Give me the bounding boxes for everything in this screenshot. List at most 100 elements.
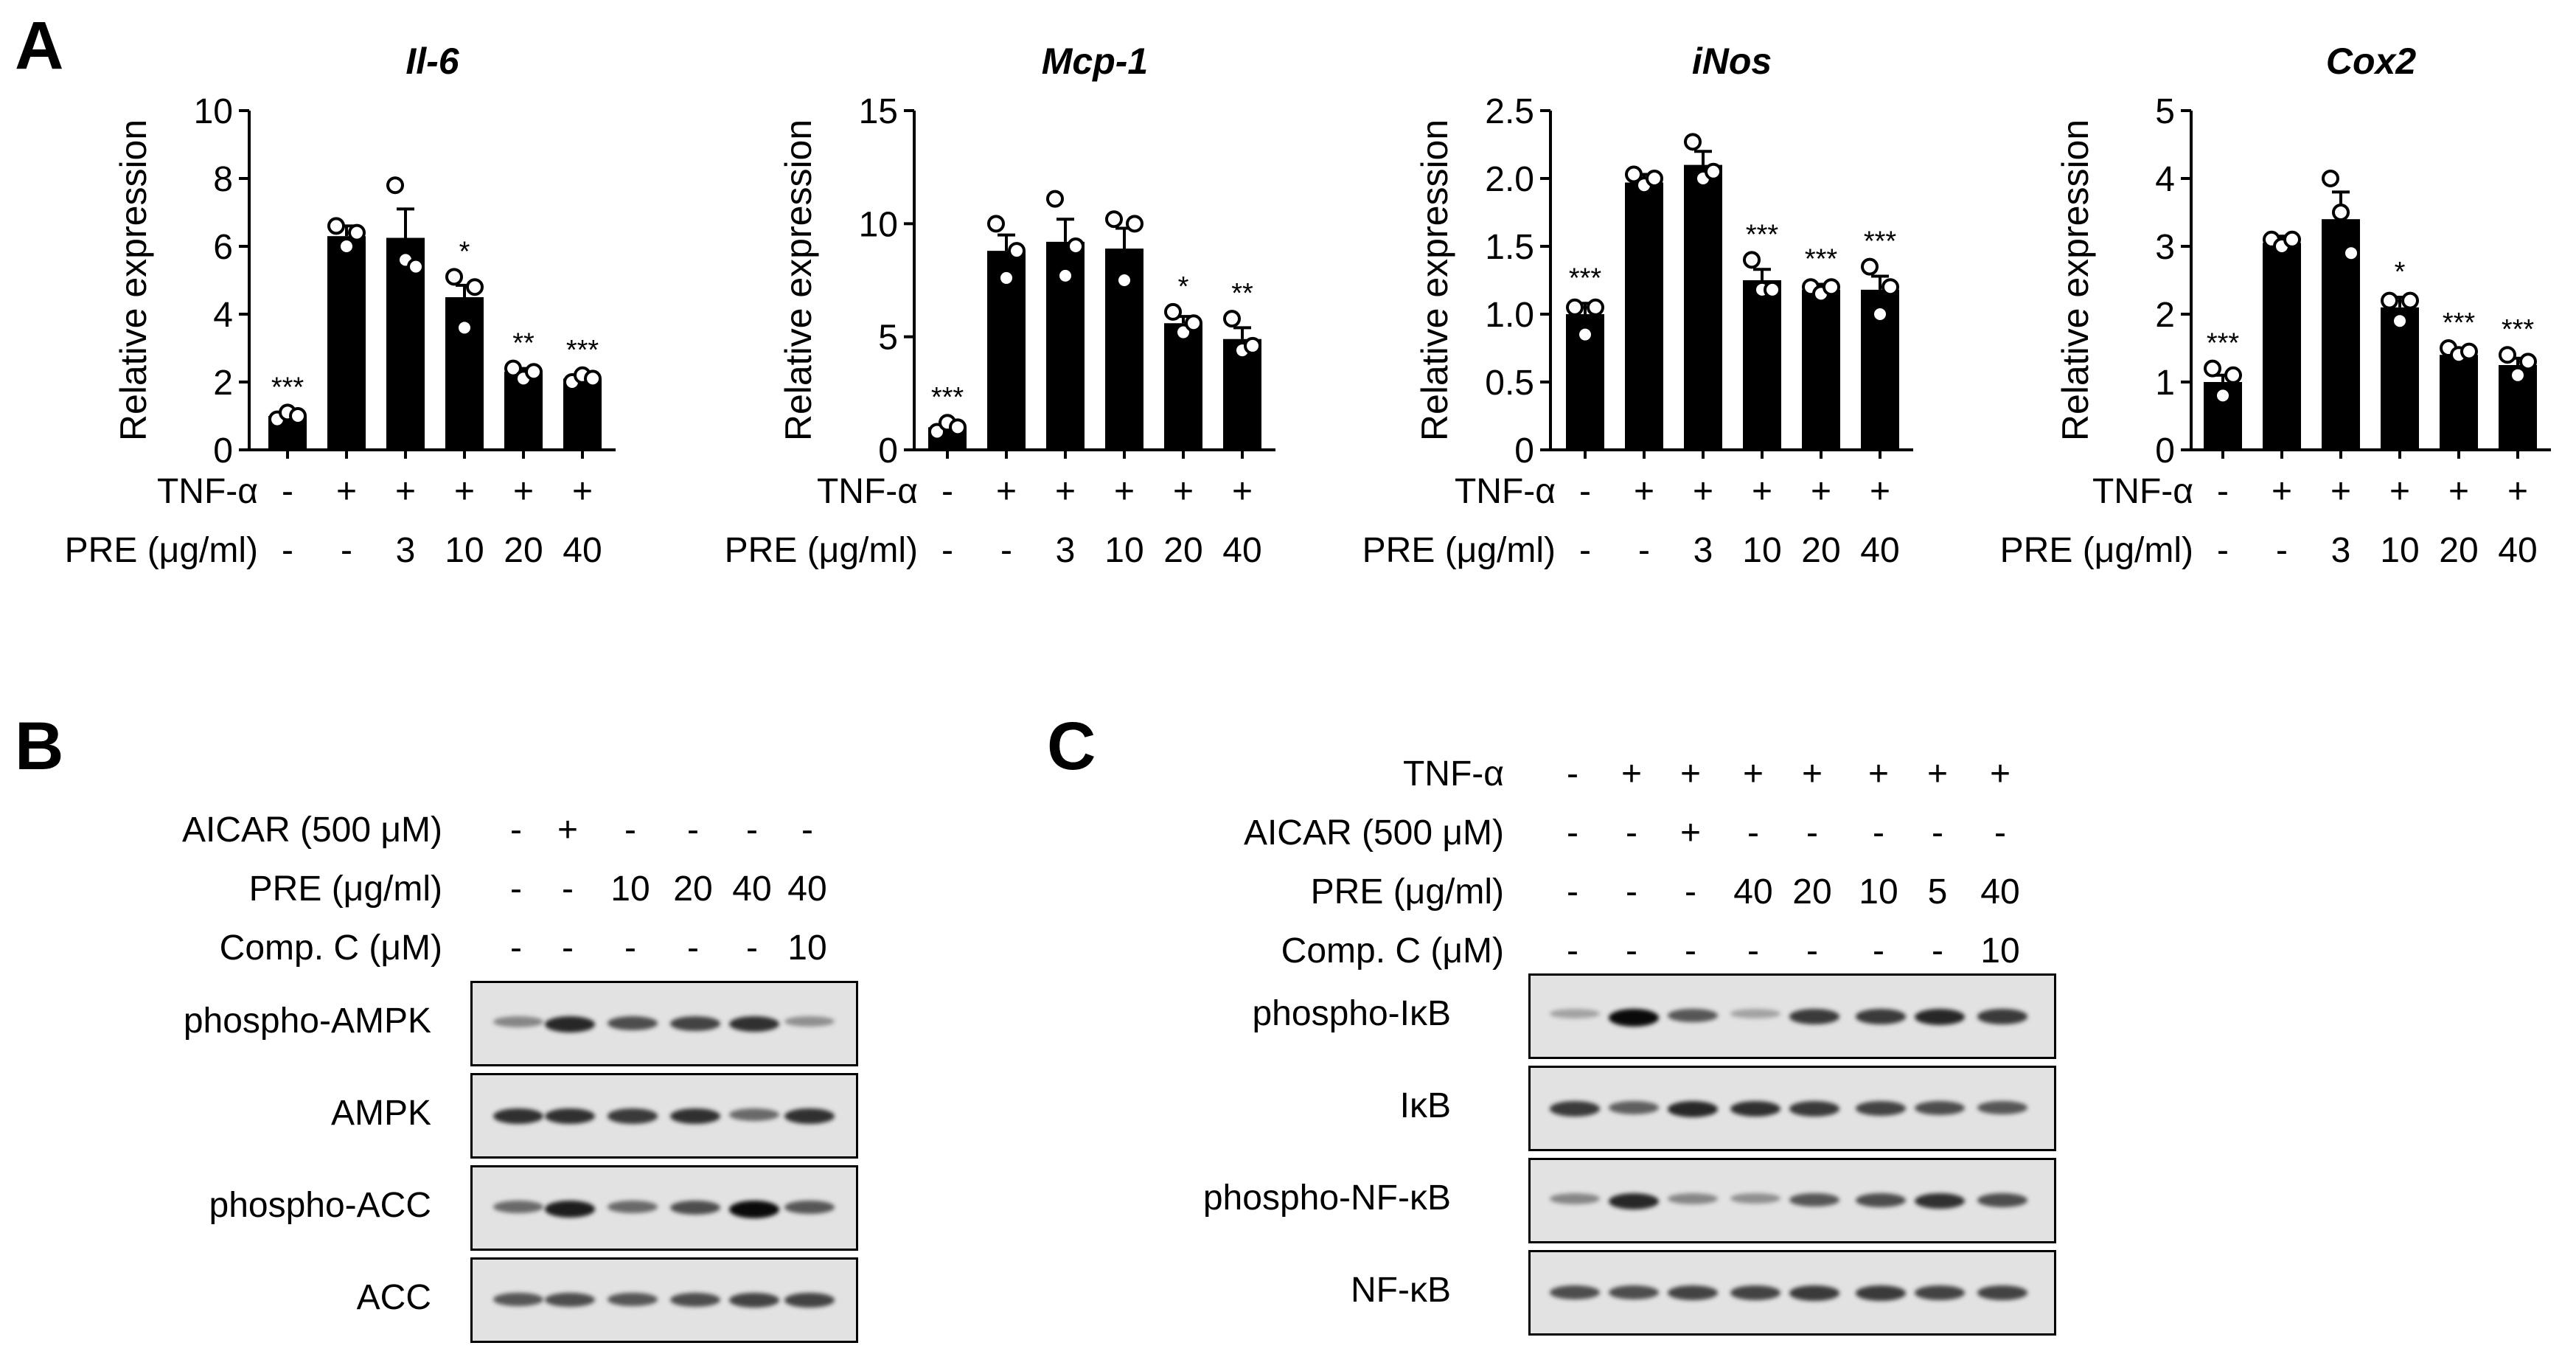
data-point (1223, 310, 1241, 328)
tnf-value: + (395, 472, 416, 511)
blot-band (1668, 1009, 1718, 1023)
data-point (327, 217, 345, 235)
blot-band (1609, 1101, 1659, 1114)
treatment-value: - (1806, 813, 1818, 853)
panel-b-letter: B (15, 709, 64, 784)
treatment-value: 10 (1859, 872, 1898, 912)
treatment-row-label: PRE (μg/ml) (1310, 872, 1504, 912)
blot-band (1915, 1193, 1965, 1209)
data-point (1566, 298, 1584, 316)
blot-band (670, 1108, 720, 1125)
blot-band (784, 1016, 835, 1027)
treatment-value: 10 (610, 869, 650, 909)
treatment-row-label: AICAR (500 μM) (1243, 813, 1504, 853)
significance-marker: *** (931, 382, 964, 413)
bar (2440, 355, 2478, 450)
treatment-value: - (1932, 931, 1943, 971)
blot-band (1550, 1101, 1600, 1117)
blot-band (1550, 1193, 1600, 1204)
pre-value: 3 (2331, 531, 2351, 570)
tnf-value: + (2389, 472, 2410, 511)
western-blot (1528, 1250, 2056, 1336)
blot-band (1915, 1009, 1965, 1025)
chart-title: Il-6 (405, 41, 459, 82)
treatment-value: - (1567, 813, 1578, 853)
blot-band (1915, 1101, 1965, 1116)
data-point (348, 223, 366, 242)
treatment-value: - (1747, 813, 1759, 853)
treatment-value: 40 (732, 869, 772, 909)
pre-value: - (2217, 531, 2229, 570)
pre-value: 20 (1801, 531, 1840, 570)
data-point (1871, 305, 1889, 323)
data-point (998, 268, 1015, 287)
blot-band (1856, 1009, 1906, 1024)
blot-band (1977, 1101, 2027, 1115)
blot-band (670, 1201, 720, 1215)
pre-value: 20 (2439, 531, 2478, 570)
data-point (1625, 165, 1643, 184)
tnf-value: + (1693, 472, 1713, 511)
data-point (2342, 244, 2360, 263)
blot-band (729, 1201, 779, 1218)
treatment-value: 40 (1980, 872, 2020, 912)
western-blot (470, 1257, 858, 1343)
treatment-value: 10 (1980, 931, 2020, 971)
treatment-value: - (687, 928, 699, 968)
treatment-value: - (687, 810, 699, 850)
western-blot (470, 1073, 858, 1159)
blot-band (545, 1108, 595, 1125)
y-tick-label: 0.5 (1485, 364, 1534, 403)
y-axis-label: Relative expression (113, 119, 154, 441)
data-point (2204, 359, 2221, 378)
blot-band (1789, 1193, 1839, 1207)
pre-value: - (282, 531, 293, 570)
treatment-value: - (510, 928, 522, 968)
treatment-value: - (1932, 813, 1943, 853)
blot-band (545, 1016, 595, 1032)
data-point (2519, 353, 2537, 371)
treatment-row-label: PRE (μg/ml) (248, 869, 442, 909)
bar (2263, 243, 2301, 450)
blot-band (608, 1016, 658, 1031)
y-tick-label: 8 (213, 160, 233, 199)
pre-value: 3 (1056, 531, 1076, 570)
western-blot (1528, 973, 2056, 1059)
tnf-value: + (572, 472, 593, 511)
pre-label: PRE (μg/ml) (2000, 531, 2193, 570)
panel-c-letter: C (1047, 709, 1096, 784)
tnf-value: + (1114, 472, 1135, 511)
data-point (2322, 170, 2339, 187)
treatment-value: - (1994, 813, 2006, 853)
y-tick-label: 5 (878, 319, 898, 358)
blot-band (1856, 1101, 1906, 1116)
significance-marker: ** (512, 328, 535, 359)
data-point (2460, 342, 2478, 361)
y-tick-label: 4 (2155, 160, 2175, 199)
data-point (1056, 266, 1074, 285)
blot-band (608, 1293, 658, 1307)
significance-marker: * (459, 236, 470, 267)
pre-value: - (2276, 531, 2288, 570)
treatment-value: - (746, 928, 758, 968)
blot-band (1668, 1193, 1718, 1204)
blot-band (608, 1108, 658, 1124)
pre-value: 40 (2498, 531, 2537, 570)
pre-label: PRE (μg/ml) (725, 531, 918, 570)
y-tick-label: 1.0 (1485, 296, 1534, 335)
data-point (1861, 257, 1879, 276)
data-point (1587, 298, 1604, 316)
pre-value: - (1000, 531, 1012, 570)
significance-marker: *** (271, 372, 304, 403)
tnf-value: + (2272, 472, 2292, 511)
data-point (1244, 336, 1261, 355)
data-point (466, 278, 484, 296)
blot-label: IκB (1399, 1086, 1451, 1125)
data-point (407, 257, 425, 276)
treatment-value: - (1626, 813, 1637, 853)
treatment-value: - (1626, 872, 1637, 912)
blot-band (1789, 1285, 1839, 1301)
tnf-value: + (454, 472, 475, 511)
blot-band (670, 1293, 720, 1308)
